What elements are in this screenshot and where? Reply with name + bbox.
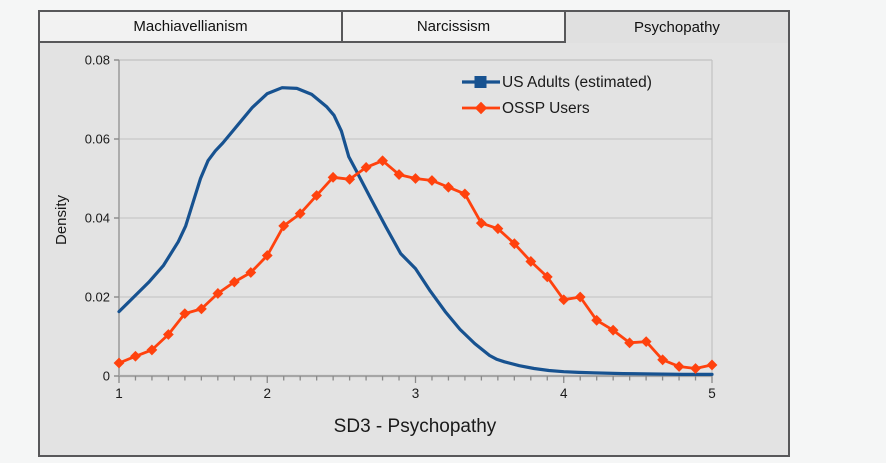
chart-panel: Machiavellianism Narcissism Psychopathy … [38, 10, 790, 457]
x-tick-label: 5 [708, 386, 716, 401]
ossp-marker-diamond [459, 188, 471, 200]
y-tick-label: 0.02 [85, 290, 110, 305]
ossp-users-line [117, 159, 714, 370]
y-tick-label: 0.04 [85, 211, 110, 226]
us-adults-line [117, 86, 714, 376]
ossp-marker-diamond [607, 324, 619, 336]
x-tick-label: 1 [115, 386, 123, 401]
x-tick-label: 3 [412, 386, 420, 401]
tab-narcissism[interactable]: Narcissism [343, 12, 566, 43]
ossp-marker-diamond [475, 217, 487, 229]
ossp-marker-diamond [558, 294, 570, 306]
tab-psychopathy[interactable]: Psychopathy [566, 12, 788, 43]
legend-label-us-adults: US Adults (estimated) [502, 74, 652, 91]
ossp-marker-diamond [624, 337, 635, 349]
x-tick-label: 4 [560, 386, 568, 401]
legend-square-marker [474, 76, 487, 88]
ossp-marker-diamond [492, 223, 504, 235]
ossp-marker-diamond [393, 169, 405, 180]
ossp-marker-diamond [640, 336, 652, 348]
legend-diamond-marker [474, 101, 488, 115]
ossp-marker-diamond [196, 303, 207, 315]
y-tick-label: 0.08 [85, 53, 110, 68]
ossp-marker-diamond [360, 162, 372, 173]
ossp-marker-diamond [130, 350, 141, 362]
ossp-marker-diamond [377, 155, 388, 167]
ossp-marker-diamond [245, 267, 257, 278]
legend-label-ossp-users: OSSP Users [502, 100, 590, 117]
y-tick-label: 0 [103, 369, 110, 384]
ossp-marker-diamond [162, 329, 174, 340]
y-axis-title: Density [53, 194, 70, 245]
tab-machiavellianism[interactable]: Machiavellianism [40, 12, 343, 43]
x-tick-label: 2 [263, 386, 271, 401]
ossp-marker-diamond [657, 354, 669, 366]
ossp-marker-diamond [443, 181, 454, 193]
ossp-marker-diamond [525, 256, 537, 267]
ossp-marker-diamond [344, 173, 356, 185]
ossp-marker-diamond [426, 175, 438, 186]
chart-dynamic-layer: 0 0.02 0.04 0.06 0.08 1 2 3 4 5 [85, 53, 718, 401]
chart-canvas: 0 0.02 0.04 0.06 0.08 1 2 3 4 5 Density SD3 - Psy… [53, 53, 718, 437]
ossp-marker-diamond [294, 208, 306, 220]
ossp-marker-diamond [508, 238, 520, 250]
x-axis-title: SD3 - Psychopathy [334, 416, 497, 437]
ossp-marker-diamond [212, 288, 224, 299]
y-tick-label: 0.06 [85, 132, 110, 147]
ossp-marker-diamond [228, 276, 240, 288]
ossp-marker-diamond [706, 359, 718, 371]
ossp-marker-diamond [146, 344, 158, 356]
ossp-marker-diamond [541, 271, 553, 283]
ossp-marker-diamond [690, 363, 701, 374]
ossp-marker-diamond [410, 173, 421, 184]
ossp-marker-diamond [311, 190, 323, 201]
ossp-marker-diamond [113, 357, 125, 369]
ossp-marker-diamond [327, 171, 339, 183]
tab-row: Machiavellianism Narcissism Psychopathy [40, 12, 788, 43]
ossp-marker-diamond [179, 308, 191, 319]
ossp-marker-diamond [591, 314, 603, 326]
ossp-marker-diamond [673, 361, 685, 372]
